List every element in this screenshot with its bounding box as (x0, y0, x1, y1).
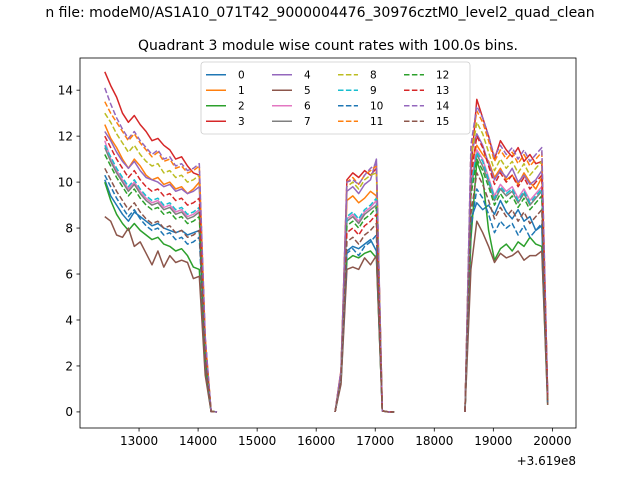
legend-label: 11 (370, 116, 383, 128)
legend-item-9[interactable]: 9 (338, 85, 377, 97)
series-7-line-2 (464, 153, 549, 412)
legend-label: 2 (238, 100, 245, 112)
series-14-line-1 (334, 162, 395, 413)
plot-lines (104, 71, 549, 413)
x-tick-label: 13000 (120, 434, 158, 448)
legend-label: 4 (304, 69, 311, 81)
series-13-line-0 (104, 135, 218, 413)
series-4-line-2 (464, 133, 549, 412)
plot-frame (79, 57, 577, 429)
x-tick-label: 17000 (356, 434, 394, 448)
y-axis: 0 2 4 6 8 10 12 14 (58, 83, 80, 419)
series-15-line-1 (334, 222, 395, 413)
legend-item-15[interactable]: 15 (404, 116, 449, 128)
y-tick-label: 10 (58, 175, 73, 189)
x-tick-label: 14000 (179, 434, 217, 448)
legend-label: 9 (370, 85, 377, 97)
figure-suptitle: n file: modeM0/AS1A10_071T42_9000004476_… (45, 5, 594, 21)
legend-label: 13 (436, 85, 449, 97)
legend-label: 7 (304, 116, 311, 128)
x-tick-label: 20000 (533, 434, 571, 448)
series-4-line-0 (104, 131, 218, 413)
series-13-line-2 (464, 135, 549, 412)
legend-label: 8 (370, 69, 377, 81)
series-12-line-2 (464, 158, 549, 412)
legend-item-5[interactable]: 5 (272, 85, 311, 97)
legend-label: 3 (238, 116, 245, 128)
legend-item-13[interactable]: 13 (404, 85, 449, 97)
x-offset-label: +3.619e8 (517, 454, 576, 468)
legend-label: 15 (436, 116, 449, 128)
y-tick-label: 14 (58, 83, 73, 97)
legend-item-4[interactable]: 4 (272, 69, 311, 81)
x-tick-label: 15000 (238, 434, 276, 448)
chart-title: Quadrant 3 module wise count rates with … (138, 38, 518, 54)
series-1-line-0 (104, 124, 218, 413)
x-tick-label: 19000 (474, 434, 512, 448)
legend-item-14[interactable]: 14 (404, 100, 450, 112)
legend-label: 14 (436, 100, 450, 112)
y-tick-label: 0 (65, 405, 73, 419)
legend-box (200, 61, 471, 135)
series-15 (104, 167, 549, 413)
legend-label: 12 (436, 69, 449, 81)
series-5-line-0 (104, 216, 218, 413)
legend-item-7[interactable]: 7 (272, 116, 311, 128)
legend-item-8[interactable]: 8 (338, 69, 377, 81)
legend-item-1[interactable]: 1 (206, 85, 245, 97)
legend-label: 0 (238, 69, 245, 81)
x-tick-label: 16000 (297, 434, 335, 448)
series-9-line-2 (464, 151, 549, 412)
legend-item-2[interactable]: 2 (206, 100, 245, 112)
legend-item-11[interactable]: 11 (338, 116, 383, 128)
series-14-line-0 (104, 87, 218, 413)
y-tick-label: 6 (65, 267, 73, 281)
series-3-line-0 (104, 71, 218, 413)
series-2-line-2 (464, 160, 549, 412)
series-15-line-2 (464, 172, 549, 412)
series-15-line-0 (104, 167, 218, 413)
legend-item-12[interactable]: 12 (404, 69, 449, 81)
y-tick-label: 12 (58, 129, 73, 143)
series-10-line-2 (464, 188, 549, 412)
series-5-line-2 (464, 220, 549, 412)
x-axis: 13000 14000 15000 16000 17000 18000 19000 20000 (120, 428, 571, 448)
series-14-line-2 (464, 105, 549, 412)
series-9-line-0 (104, 144, 218, 413)
legend-label: 5 (304, 85, 311, 97)
y-tick-label: 2 (65, 359, 73, 373)
series-2-line-0 (104, 181, 218, 413)
series-6-line-0 (104, 140, 218, 413)
legend-item-0[interactable]: 0 (206, 69, 245, 81)
legend-item-10[interactable]: 10 (338, 100, 383, 112)
series-8-line-2 (464, 121, 549, 412)
legend-label: 1 (238, 85, 245, 97)
series-6-line-2 (464, 149, 549, 412)
y-tick-label: 4 (65, 313, 73, 327)
series-11-line-0 (104, 101, 218, 413)
y-tick-label: 8 (65, 221, 73, 235)
series-12-line-0 (104, 154, 218, 413)
series-7-line-0 (104, 147, 218, 413)
series-0-line-2 (464, 199, 549, 412)
legend-label: 6 (304, 100, 311, 112)
legend-label: 10 (370, 100, 383, 112)
series-11-line-2 (464, 110, 549, 412)
series-14 (104, 87, 549, 413)
series-10-line-0 (104, 174, 218, 413)
series-8-line-0 (104, 112, 218, 413)
x-tick-label: 18000 (415, 434, 453, 448)
series-1-line-2 (464, 144, 549, 412)
legend-item-3[interactable]: 3 (206, 116, 245, 128)
legend-item-6[interactable]: 6 (272, 100, 311, 112)
